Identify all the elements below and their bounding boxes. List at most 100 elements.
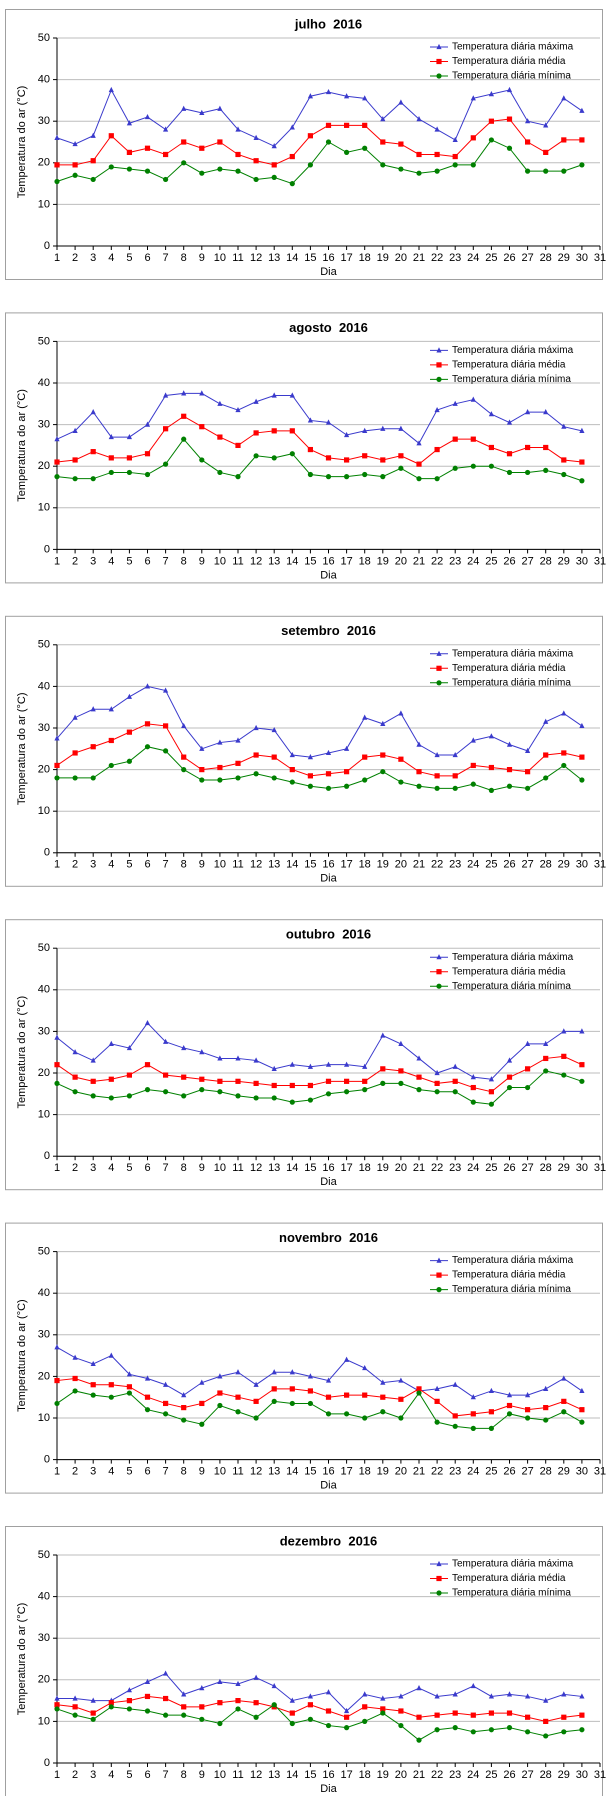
x-tick-label: 21 xyxy=(413,1769,425,1781)
marker xyxy=(307,773,313,779)
x-tick-label: 15 xyxy=(304,1162,316,1174)
marker xyxy=(525,1415,531,1421)
marker xyxy=(325,785,332,791)
marker xyxy=(380,1032,386,1038)
marker xyxy=(561,471,567,478)
marker xyxy=(307,1063,313,1069)
x-tick-label: 24 xyxy=(467,555,479,567)
marker xyxy=(325,1377,332,1383)
marker xyxy=(307,1388,313,1394)
marker xyxy=(362,95,368,101)
marker xyxy=(126,149,132,155)
marker xyxy=(579,1028,585,1034)
x-tick-label: 2 xyxy=(72,1162,78,1174)
marker xyxy=(561,1714,567,1720)
marker xyxy=(253,453,259,459)
marker xyxy=(434,168,440,174)
x-tick-label: 15 xyxy=(304,859,316,871)
marker xyxy=(235,168,241,174)
marker xyxy=(436,969,442,975)
x-tick-label: 26 xyxy=(503,1466,515,1478)
marker xyxy=(452,1381,458,1387)
marker xyxy=(579,107,585,113)
marker xyxy=(253,1714,259,1720)
x-tick-label: 24 xyxy=(467,1162,479,1174)
x-tick-label: 10 xyxy=(214,859,226,871)
marker xyxy=(436,73,442,79)
x-tick-label: 22 xyxy=(431,1769,443,1781)
marker xyxy=(434,406,440,413)
legend-label: Temperatura diária máxima xyxy=(452,648,574,659)
marker xyxy=(436,954,442,960)
x-tick-label: 29 xyxy=(558,555,570,567)
marker xyxy=(452,1089,458,1095)
marker xyxy=(235,1369,241,1375)
series-line xyxy=(57,1672,582,1712)
marker xyxy=(163,1400,169,1407)
marker xyxy=(199,109,205,115)
x-tick-label: 9 xyxy=(199,555,205,567)
marker xyxy=(289,1400,295,1407)
x-tick-label: 6 xyxy=(144,859,150,871)
x-tick-label: 4 xyxy=(108,1162,114,1174)
marker xyxy=(470,1411,476,1417)
marker xyxy=(543,409,549,415)
x-tick-label: 22 xyxy=(431,555,443,567)
marker xyxy=(144,168,151,174)
marker xyxy=(506,1084,513,1091)
marker xyxy=(434,446,440,453)
y-axis-label: Temperatura do ar (°C) xyxy=(16,389,28,502)
marker xyxy=(561,1028,567,1034)
marker xyxy=(362,122,368,128)
marker xyxy=(108,455,114,461)
marker xyxy=(90,1360,96,1367)
x-tick-label: 24 xyxy=(467,859,479,871)
x-tick-label: 5 xyxy=(126,1162,132,1174)
x-tick-label: 28 xyxy=(540,1466,552,1478)
legend-label: Temperatura diária média xyxy=(452,56,566,67)
marker xyxy=(380,474,386,480)
marker xyxy=(488,1089,494,1095)
marker xyxy=(344,1392,350,1398)
marker xyxy=(199,1685,205,1691)
marker xyxy=(126,469,132,476)
marker xyxy=(436,58,442,65)
y-tick-label: 50 xyxy=(38,1549,50,1561)
marker xyxy=(199,1087,205,1093)
x-tick-label: 2 xyxy=(72,1769,78,1781)
marker xyxy=(452,1691,458,1697)
marker xyxy=(235,1093,241,1099)
x-tick-label: 22 xyxy=(431,252,443,264)
legend-label: Temperatura diária mínima xyxy=(452,981,571,992)
marker xyxy=(72,1375,78,1382)
marker xyxy=(235,1409,241,1415)
panel-border xyxy=(5,615,603,887)
marker xyxy=(434,476,440,482)
marker xyxy=(525,1407,531,1413)
marker xyxy=(271,1682,277,1689)
y-tick-label: 0 xyxy=(44,543,50,555)
marker xyxy=(90,1382,96,1388)
marker xyxy=(72,750,78,756)
x-tick-label: 15 xyxy=(304,252,316,264)
x-tick-label: 28 xyxy=(540,1162,552,1174)
marker xyxy=(144,421,151,427)
marker xyxy=(434,785,440,791)
marker xyxy=(181,722,187,729)
marker xyxy=(54,178,60,185)
marker xyxy=(362,1691,368,1697)
marker xyxy=(452,1710,458,1716)
series-line xyxy=(56,1704,582,1741)
marker xyxy=(217,1678,223,1684)
marker xyxy=(144,1678,151,1684)
marker xyxy=(436,1287,442,1293)
series-line xyxy=(56,1070,583,1105)
marker xyxy=(90,132,96,138)
marker xyxy=(126,729,132,735)
marker xyxy=(108,1040,114,1046)
series-line xyxy=(56,685,583,758)
marker xyxy=(452,136,458,143)
y-tick-label: 50 xyxy=(38,32,50,44)
marker xyxy=(325,1722,332,1729)
x-axis-label: Dia xyxy=(320,266,337,278)
